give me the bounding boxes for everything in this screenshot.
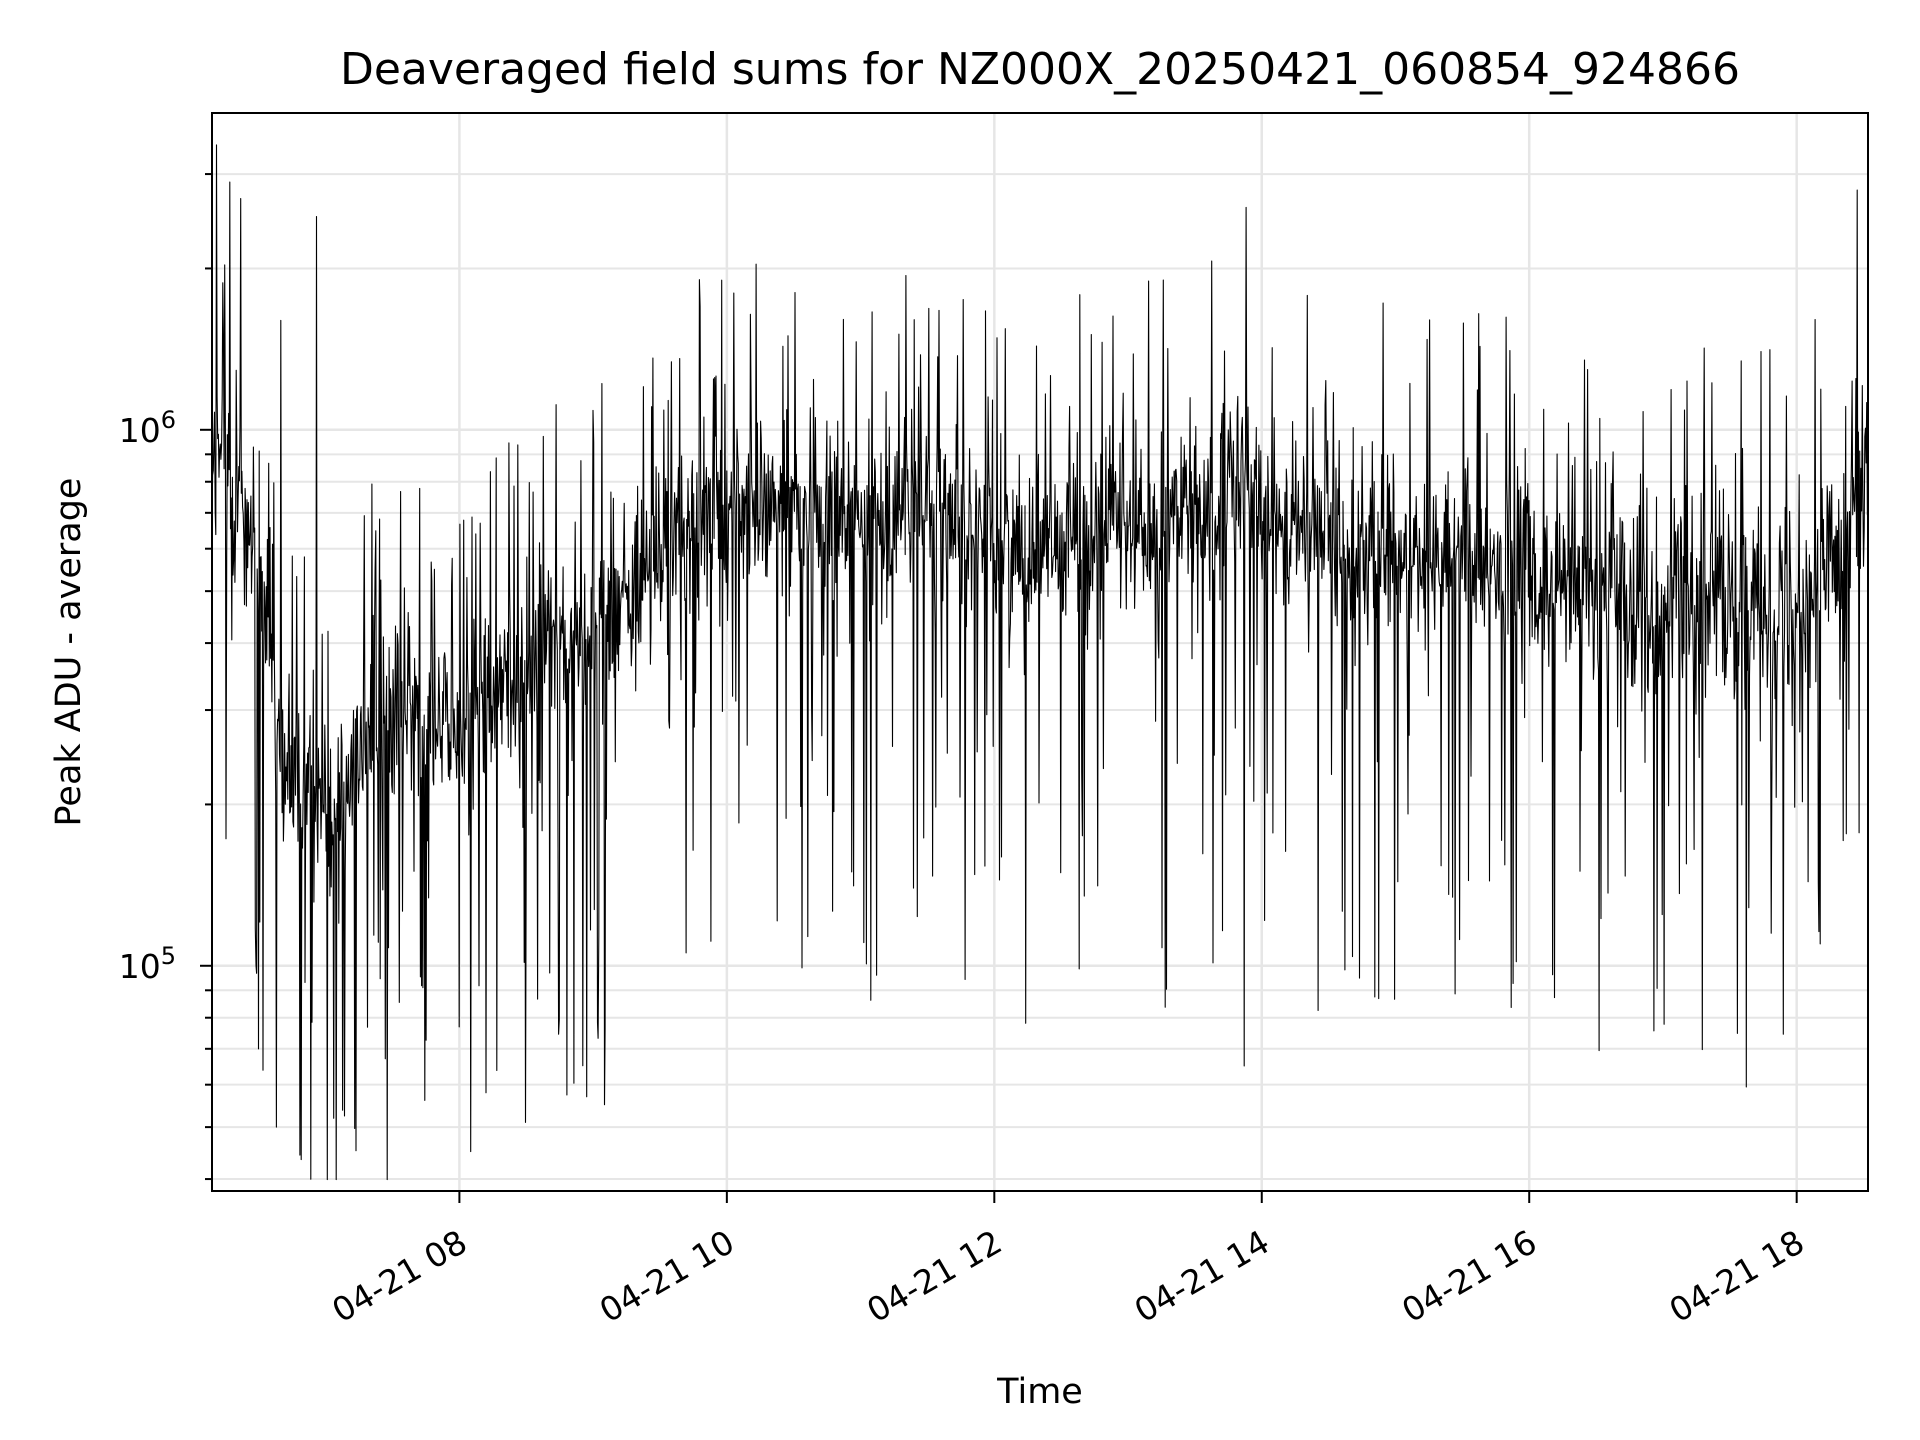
- y-tick-label: 106: [119, 406, 176, 450]
- series: [211, 144, 1869, 1181]
- y-axis-label: Peak ADU - average: [49, 478, 89, 827]
- plot-frame: [211, 112, 1869, 1192]
- y-tick-label: 105: [119, 942, 176, 986]
- series-line: [211, 144, 1869, 1181]
- x-axis-label: Time: [996, 1372, 1083, 1412]
- chart-title: Deaveraged field sums for NZ000X_2025042…: [340, 44, 1740, 95]
